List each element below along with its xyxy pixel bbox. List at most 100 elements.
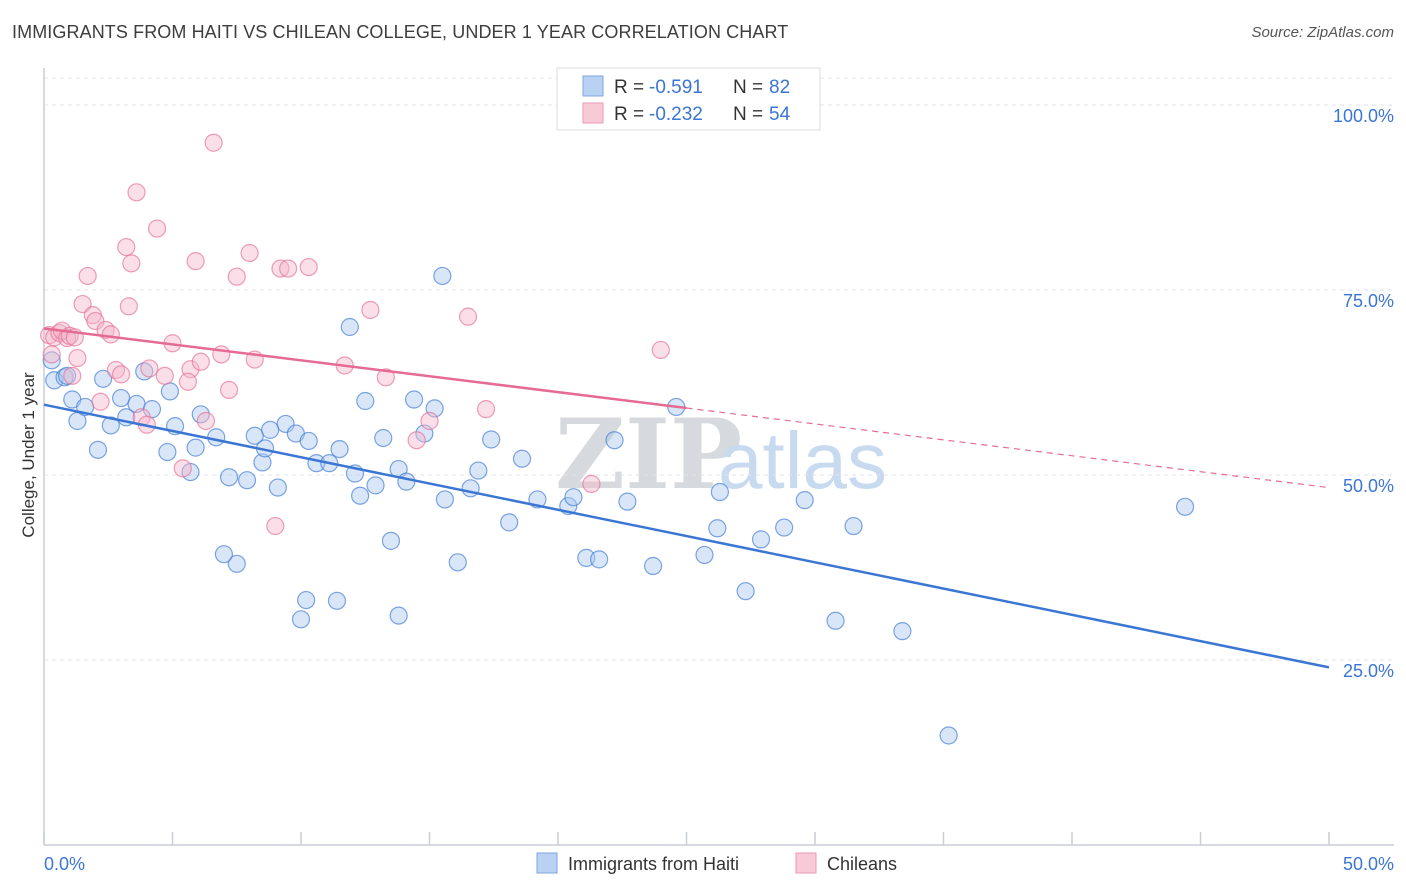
point-chileans — [582, 474, 601, 493]
legend-r-label-haiti: R = — [614, 77, 644, 98]
point-haiti — [186, 438, 205, 457]
point-chileans — [227, 267, 246, 286]
point-chileans — [155, 366, 174, 385]
legend-r-value-haiti: -0.591 — [649, 77, 703, 98]
point-chileans — [178, 372, 198, 391]
point-haiti — [111, 388, 131, 408]
trend-line-chileans-extension — [686, 407, 1330, 489]
point-haiti — [695, 545, 714, 565]
bottom-legend: Immigrants from Haiti Chileans — [536, 852, 897, 874]
y-tick-label: 75.0% — [1343, 291, 1394, 311]
point-haiti — [893, 622, 912, 641]
legend-n-label-haiti: N = — [733, 77, 763, 98]
point-chileans — [122, 254, 141, 273]
watermark-atlas: atlas — [718, 416, 887, 505]
point-haiti — [469, 461, 488, 480]
point-haiti — [374, 428, 393, 448]
point-haiti — [404, 390, 424, 409]
point-chileans — [196, 411, 216, 431]
point-chileans — [212, 345, 231, 364]
point-chileans — [42, 345, 61, 364]
point-haiti — [253, 453, 272, 472]
legend-swatch-haiti — [582, 75, 604, 97]
point-chileans — [73, 294, 92, 314]
point-chileans — [651, 340, 670, 360]
point-haiti — [795, 491, 814, 510]
point-chileans — [476, 400, 496, 419]
point-haiti — [708, 519, 727, 538]
axes — [43, 68, 1394, 846]
legend-swatch-chileans — [582, 102, 604, 124]
x-ticks — [43, 832, 1330, 845]
point-chileans — [119, 297, 138, 316]
top-legend: R = -0.591 N = 82 R = -0.232 N = 54 — [556, 67, 821, 131]
point-chileans — [191, 352, 210, 371]
point-chileans — [58, 329, 77, 348]
point-chileans — [376, 368, 395, 387]
point-haiti — [42, 351, 61, 370]
point-haiti — [327, 591, 347, 610]
point-haiti — [297, 590, 316, 610]
point-haiti — [94, 369, 113, 388]
point-haiti — [397, 472, 416, 491]
point-haiti — [340, 317, 359, 337]
point-haiti — [775, 518, 794, 537]
legend-n-value-haiti: 82 — [769, 77, 790, 98]
point-haiti — [618, 492, 637, 511]
bottom-legend-label-chileans: Chileans — [827, 854, 897, 874]
point-haiti — [101, 416, 120, 435]
point-chileans — [271, 259, 290, 278]
point-haiti — [500, 513, 519, 532]
point-haiti — [219, 468, 239, 487]
point-haiti — [330, 440, 349, 459]
chart-title: IMMIGRANTS FROM HAITI VS CHILEAN COLLEGE… — [12, 22, 789, 42]
point-chileans — [407, 431, 426, 450]
point-chileans — [299, 257, 318, 277]
point-haiti — [939, 726, 958, 745]
point-chileans — [219, 380, 239, 399]
series-haiti — [42, 266, 1195, 745]
point-haiti — [751, 530, 771, 549]
point-haiti — [356, 391, 375, 411]
gridlines — [44, 77, 1394, 661]
point-haiti — [643, 556, 663, 576]
y-tick-label: 50.0% — [1343, 476, 1394, 496]
point-chileans — [266, 516, 285, 536]
point-haiti — [245, 426, 264, 445]
point-haiti — [299, 431, 318, 451]
point-chileans — [186, 252, 205, 271]
y-tick-label: 100.0% — [1333, 106, 1394, 126]
point-haiti — [268, 478, 287, 497]
point-haiti — [564, 488, 583, 507]
y-axis-title: College, Under 1 year — [19, 372, 38, 538]
y-tick-label: 25.0% — [1343, 661, 1394, 681]
x-tick-label-min: 0.0% — [44, 854, 85, 874]
point-haiti — [227, 554, 246, 573]
source-label: Source: ZipAtlas.com — [1251, 24, 1394, 41]
point-haiti — [214, 545, 233, 564]
point-haiti — [389, 606, 408, 625]
point-haiti — [844, 516, 863, 536]
bottom-legend-swatch-haiti — [536, 852, 558, 874]
point-chileans — [127, 183, 146, 202]
point-haiti — [826, 611, 845, 630]
legend-n-label-chileans: N = — [733, 104, 763, 125]
x-tick-label-max: 50.0% — [1343, 854, 1394, 874]
point-haiti — [512, 449, 532, 468]
trend-line-haiti — [43, 403, 1330, 669]
point-haiti — [366, 476, 385, 495]
bottom-legend-label-haiti: Immigrants from Haiti — [568, 854, 739, 874]
point-chileans — [63, 366, 82, 385]
point-chileans — [279, 259, 298, 278]
point-chileans — [361, 300, 380, 320]
point-chileans — [101, 325, 120, 344]
bottom-legend-swatch-chileans — [795, 852, 817, 874]
point-chileans — [78, 266, 97, 286]
point-chileans — [173, 459, 192, 478]
point-haiti — [448, 553, 467, 572]
point-haiti — [207, 428, 226, 447]
point-haiti — [435, 490, 455, 509]
point-chileans — [117, 237, 136, 257]
trend-lines — [43, 327, 1330, 669]
